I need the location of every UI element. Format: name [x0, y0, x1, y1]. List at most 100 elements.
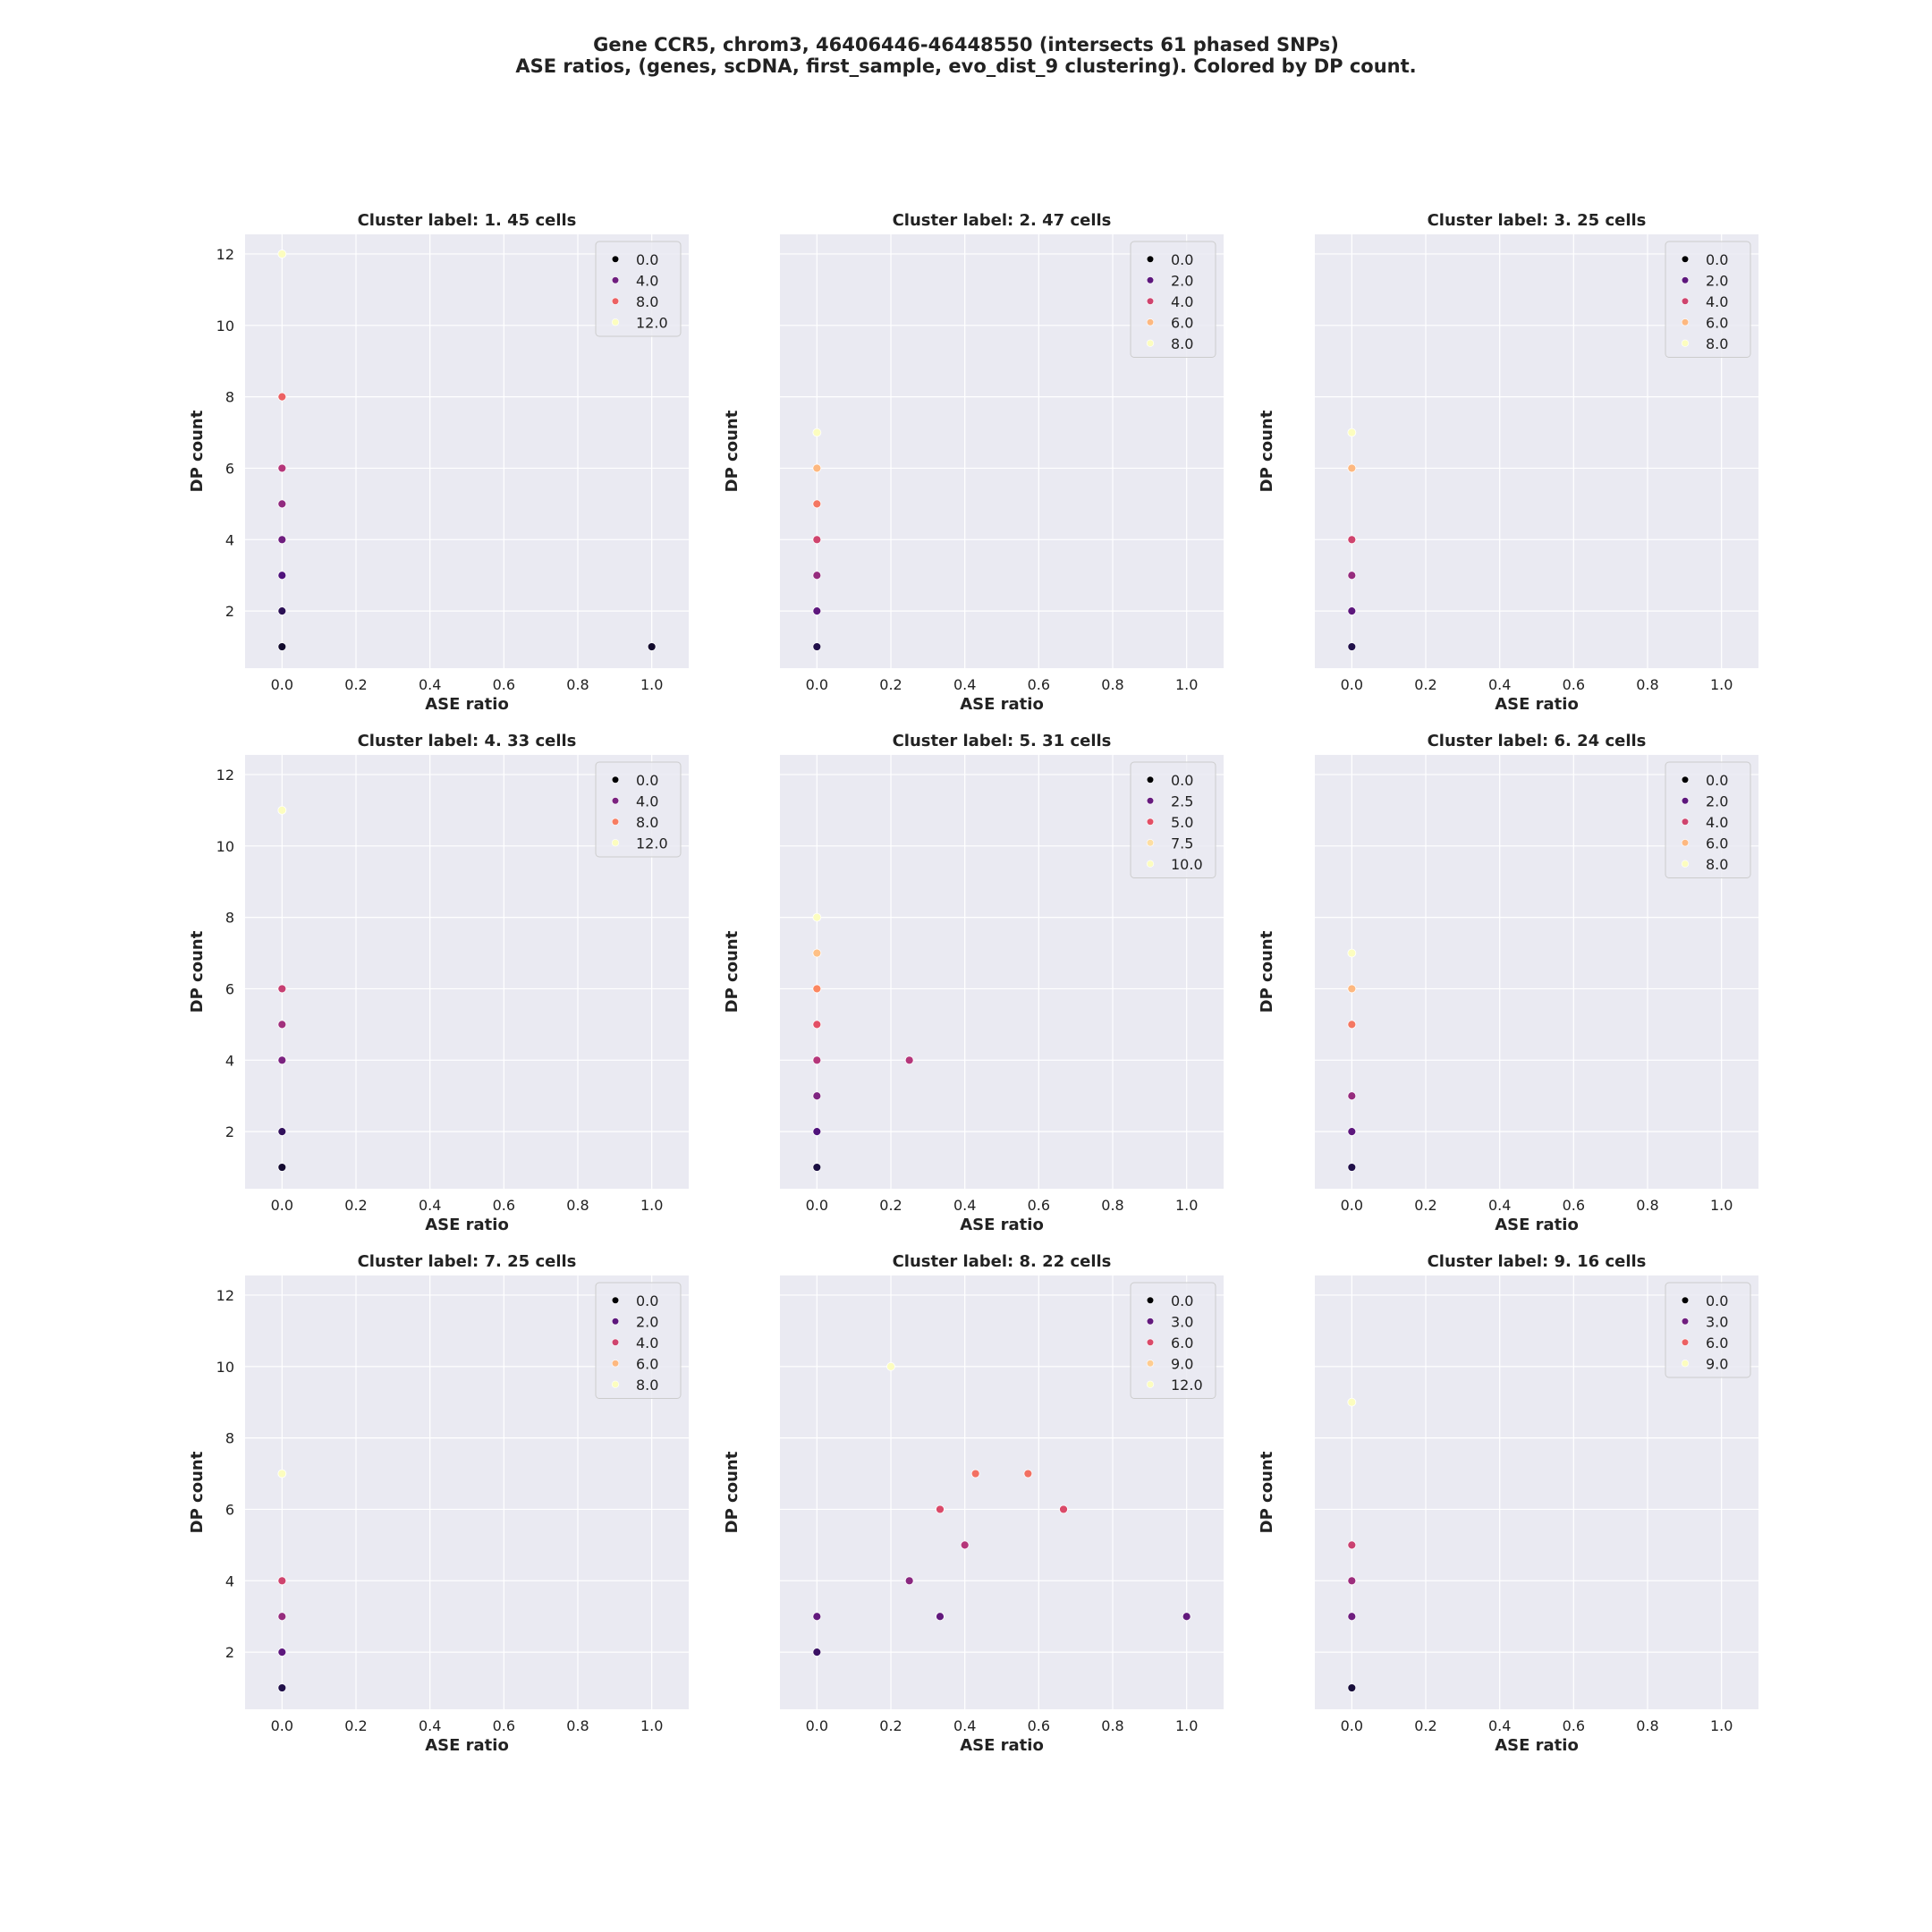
data-point: [1347, 948, 1357, 958]
legend-label: 4.0: [1706, 814, 1728, 831]
legend-box: [1130, 241, 1216, 358]
data-point: [936, 1504, 945, 1514]
subplot-6: 0.0 0.2 0.4 0.6 0.8 1.0 Cluster label: 6. 24 c…: [1258, 732, 1758, 1234]
x-tick-label: 0.8: [566, 1717, 589, 1734]
data-point: [1347, 984, 1357, 994]
data-point: [1347, 606, 1357, 616]
x-tick-label: 0.6: [1028, 1197, 1050, 1214]
legend-marker: [611, 797, 620, 805]
data-point: [812, 535, 822, 545]
legend-box: [595, 241, 682, 337]
data-point: [277, 1055, 287, 1065]
y-tick-label: 8: [225, 910, 234, 927]
data-point: [812, 1163, 822, 1172]
legend-box: [1665, 241, 1751, 358]
legend-marker: [611, 276, 620, 284]
legend-marker: [1146, 318, 1155, 326]
x-tick-label: 0.8: [1636, 676, 1658, 693]
legend-marker: [1681, 839, 1690, 847]
legend-label: 7.5: [1171, 835, 1193, 852]
x-tick-label: 0.4: [953, 1197, 976, 1214]
legend-marker: [611, 839, 620, 847]
figure-subtitle: ASE ratios, (genes, scDNA, first_sample,…: [515, 55, 1417, 77]
legend-box: [595, 1282, 682, 1399]
x-tick-label: 0.0: [1341, 1717, 1363, 1734]
data-point: [277, 984, 287, 994]
legend-marker: [1146, 1338, 1155, 1346]
y-tick-label: 2: [225, 1644, 234, 1661]
legend-marker: [611, 1296, 620, 1304]
y-tick-label: 6: [225, 980, 234, 997]
x-tick-label: 0.0: [1341, 1197, 1363, 1214]
legend: 0.0 2.0 4.0 6.0 8.0: [1665, 761, 1751, 878]
x-tick-label: 0.4: [1488, 1197, 1511, 1214]
legend-label: 2.0: [1706, 272, 1728, 289]
legend-marker: [1146, 1360, 1155, 1368]
x-tick-label: 0.0: [806, 1717, 828, 1734]
legend-marker: [1146, 1296, 1155, 1304]
legend-marker: [1146, 276, 1155, 284]
legend-label: 0.0: [1171, 772, 1193, 789]
legend-marker: [1146, 1318, 1155, 1326]
x-tick-label: 0.4: [419, 1197, 441, 1214]
subplot-8: 0.0 0.2 0.4 0.6 0.8 1.0 Cluster label: 8. 22 c…: [723, 1252, 1224, 1755]
data-point: [812, 1127, 822, 1137]
legend-label: 8.0: [636, 814, 658, 831]
data-point: [812, 1020, 822, 1030]
data-point: [1347, 535, 1357, 545]
figure-title: Gene CCR5, chrom3, 46406446-46448550 (in…: [593, 34, 1339, 55]
x-axis-label: ASE ratio: [425, 1216, 509, 1234]
x-tick-label: 0.0: [1341, 676, 1363, 693]
subplot-2: 0.0 0.2 0.4 0.6 0.8 1.0 Cluster label: 2. 47 c…: [723, 211, 1224, 714]
legend-marker: [611, 297, 620, 305]
data-point: [812, 1091, 822, 1101]
data-point: [812, 463, 822, 473]
legend-label: 0.0: [1171, 1292, 1193, 1309]
data-point: [647, 642, 657, 651]
data-point: [277, 1683, 287, 1692]
data-point: [277, 1020, 287, 1030]
subplot-4: 0.0 0.2 0.4 0.6 0.8 1.0 2 4 6 8 10 12 Cluster label:…: [188, 732, 689, 1234]
legend-label: 0.0: [1171, 251, 1193, 268]
data-point: [1347, 1612, 1357, 1622]
x-tick-label: 0.8: [566, 676, 589, 693]
legend-label: 0.0: [1706, 1292, 1728, 1309]
x-tick-label: 0.8: [1101, 1197, 1123, 1214]
x-tick-label: 0.6: [1028, 676, 1050, 693]
x-tick-label: 0.0: [806, 1197, 828, 1214]
data-point: [812, 428, 822, 437]
data-point: [1347, 642, 1357, 651]
legend-marker: [1681, 1296, 1690, 1304]
legend-label: 10.0: [1171, 856, 1203, 873]
y-axis-label: DP count: [188, 930, 207, 1013]
x-axis-label: ASE ratio: [960, 1216, 1044, 1234]
legend-label: 12.0: [636, 835, 668, 852]
subplot-title: Cluster label: 8. 22 cells: [893, 1252, 1112, 1271]
y-tick-label: 12: [216, 246, 234, 263]
data-point: [812, 642, 822, 651]
legend-label: 12.0: [636, 314, 668, 331]
x-axis-label: ASE ratio: [1495, 1216, 1579, 1234]
legend: 0.0 2.0 4.0 6.0 8.0: [1130, 241, 1216, 358]
legend-marker: [611, 818, 620, 826]
y-tick-label: 8: [225, 1430, 234, 1447]
x-tick-label: 1.0: [1175, 676, 1198, 693]
data-point: [812, 571, 822, 580]
legend-marker: [1681, 339, 1690, 347]
legend-box: [1130, 1282, 1216, 1399]
legend-label: 3.0: [1171, 1313, 1193, 1330]
y-tick-label: 10: [216, 318, 234, 335]
data-point: [1347, 463, 1357, 473]
legend-label: 4.0: [1171, 293, 1193, 310]
legend-box: [1665, 761, 1751, 878]
legend-label: 8.0: [636, 293, 658, 310]
y-tick-label: 10: [216, 838, 234, 855]
legend-label: 4.0: [1706, 293, 1728, 310]
y-tick-label: 6: [225, 460, 234, 477]
y-tick-label: 4: [225, 531, 234, 548]
subplot-5: 0.0 0.2 0.4 0.6 0.8 1.0 Cluster label: 5. 31 c…: [723, 732, 1224, 1234]
x-axis-label: ASE ratio: [960, 1736, 1044, 1755]
legend-label: 0.0: [636, 251, 658, 268]
y-axis-label: DP count: [723, 410, 741, 492]
x-tick-label: 0.6: [1028, 1717, 1050, 1734]
